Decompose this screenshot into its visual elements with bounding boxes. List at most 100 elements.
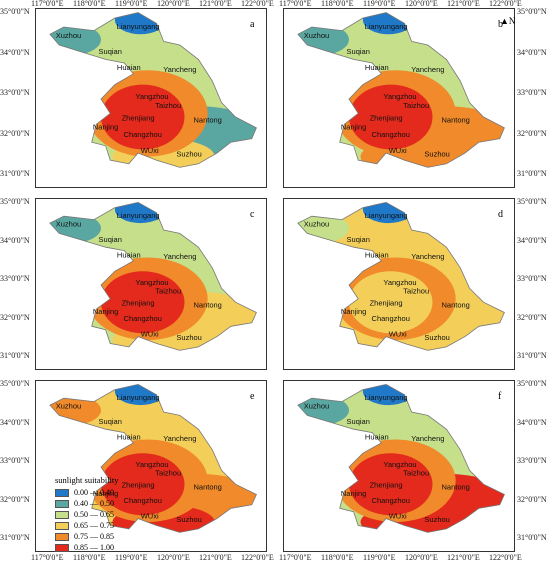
map-panel-f: Xuzhou Lianyungang Suqian Huaian Yancheng Yan… (283, 380, 515, 552)
longitude-tick-label: 120°0'0"E (405, 0, 438, 8)
longitude-tick-label: 120°0'0"E (157, 553, 190, 562)
latitude-tick-label: 34°0'0"N (517, 235, 547, 245)
city-label: Nantong (194, 300, 222, 309)
city-label: Suzhou (176, 150, 201, 159)
city-label: Yangzhou (135, 92, 168, 101)
city-label: Nantong (194, 115, 222, 124)
latitude-tick-label: 32°0'0"N (0, 312, 30, 322)
city-label: Xuzhou (304, 31, 329, 40)
city-label: Nanjing (341, 307, 366, 316)
city-label: Nanjing (93, 307, 118, 316)
legend-item: 0.40 — 0.50 (55, 498, 119, 509)
city-label: Suqian (347, 235, 370, 244)
city-label: WUxi (389, 146, 407, 155)
city-label: Suqian (347, 47, 370, 56)
city-label: Taizhou (403, 101, 429, 110)
panel-label: d (498, 209, 503, 220)
north-arrow-icon: ▲N (500, 16, 516, 26)
longitude-tick-label: 118°0'0"E (321, 0, 354, 8)
city-label: Nanjing (93, 489, 118, 498)
panel-label: b (498, 19, 503, 30)
map-panel-c: Xuzhou Lianyungang Suqian Huaian Yancheng Yan… (35, 198, 267, 370)
city-label: Huaian (117, 432, 141, 441)
city-label: Huaian (365, 432, 389, 441)
legend-swatch (55, 488, 69, 497)
city-label: Xuzhou (304, 402, 329, 411)
city-label: Xuzhou (56, 31, 81, 40)
city-label: Lianyungang (365, 22, 408, 31)
latitude-tick-label: 31°0'0"N (517, 169, 547, 178)
city-label: Yancheng (411, 434, 444, 443)
city-label: Zhenjiang (122, 299, 155, 308)
city-label: Huaian (365, 250, 389, 259)
longitude-tick-label: 121°0'0"E (199, 0, 232, 8)
latitude-tick-label: 33°0'0"N (517, 88, 547, 97)
suitability-zone-core (100, 271, 185, 334)
latitude-tick-label: 31°0'0"N (0, 533, 30, 542)
legend-item: 0.00 — 0.40 (55, 487, 119, 498)
city-label: Yancheng (163, 252, 196, 261)
legend-label: 0.00 — 0.40 (74, 488, 114, 497)
city-label: Yancheng (163, 434, 196, 443)
longitude-tick-label: 121°0'0"E (447, 0, 480, 8)
city-label: Lianyungang (365, 393, 408, 402)
legend-swatch (55, 510, 69, 519)
city-label: Huaian (117, 63, 141, 72)
city-label: Changzhou (124, 496, 162, 505)
province-map: Xuzhou Lianyungang Suqian Huaian Yancheng Yan… (297, 201, 505, 351)
longitude-tick-label: 117°0'0"E (279, 0, 312, 8)
legend-label: 0.50 — 0.65 (74, 510, 114, 519)
latitude-tick-label: 35°0'0"N (0, 379, 30, 388)
city-label: Zhenjiang (370, 299, 403, 308)
latitude-tick-label: 33°0'0"N (517, 456, 547, 465)
legend: sunlight suitability 0.00 — 0.40 0.40 — 0.… (55, 475, 119, 553)
city-label: Nantong (442, 115, 470, 124)
longitude-tick-label: 118°0'0"E (321, 553, 354, 562)
panel-label: c (250, 209, 255, 220)
map-panel-b: Xuzhou Lianyungang Suqian Huaian Yancheng Yan… (283, 8, 515, 188)
longitude-tick-label: 118°0'0"E (73, 553, 106, 562)
city-label: Changzhou (372, 496, 410, 505)
city-label: WUxi (389, 330, 407, 339)
map-panel-e: Xuzhou Lianyungang Suqian Huaian Yancheng Yan… (35, 380, 267, 552)
longitude-tick-label: 117°0'0"E (279, 553, 312, 562)
city-label: Yancheng (411, 65, 444, 74)
city-label: Zhenjiang (370, 481, 403, 490)
city-label: Nanjing (341, 123, 366, 132)
latitude-tick-label: 33°0'0"N (517, 274, 547, 283)
latitude-tick-label: 35°0'0"N (0, 7, 30, 16)
province-map: Xuzhou Lianyungang Suqian Huaian Yancheng Yan… (49, 383, 257, 533)
latitude-tick-label: 34°0'0"N (517, 417, 547, 427)
longitude-tick-label: 121°0'0"E (447, 553, 480, 562)
latitude-tick-label: 32°0'0"N (0, 128, 30, 138)
city-label: Xuzhou (56, 220, 81, 229)
city-label: Suzhou (176, 515, 201, 524)
latitude-tick-label: 31°0'0"N (517, 533, 547, 542)
city-label: Nantong (442, 300, 470, 309)
city-label: Yangzhou (135, 460, 168, 469)
city-label: Taizhou (403, 287, 429, 296)
city-label: Nanjing (93, 123, 118, 132)
suitability-zone-core (348, 453, 433, 516)
latitude-tick-label: 31°0'0"N (0, 351, 30, 360)
longitude-tick-label: 122°0'0"E (489, 0, 522, 8)
map-panel-d: Xuzhou Lianyungang Suqian Huaian Yancheng Yan… (283, 198, 515, 370)
city-label: Taizhou (155, 101, 181, 110)
legend-label: 0.40 — 0.50 (74, 499, 114, 508)
city-label: Nantong (442, 482, 470, 491)
legend-swatch (55, 499, 69, 508)
city-label: Nanjing (341, 489, 366, 498)
city-label: Zhenjiang (122, 114, 155, 123)
longitude-tick-label: 120°0'0"E (405, 553, 438, 562)
city-label: Yangzhou (383, 92, 416, 101)
city-label: Huaian (117, 250, 141, 259)
city-label: WUxi (141, 330, 159, 339)
suitability-zone-core (100, 453, 185, 516)
latitude-tick-label: 35°0'0"N (517, 7, 547, 16)
province-outline (297, 201, 505, 351)
city-label: Yangzhou (135, 278, 168, 287)
latitude-tick-label: 33°0'0"N (0, 456, 30, 465)
legend-item: 0.65 — 0.75 (55, 520, 119, 531)
latitude-tick-label: 33°0'0"N (0, 88, 30, 97)
province-map: Xuzhou Lianyungang Suqian Huaian Yancheng Yan… (297, 12, 505, 168)
